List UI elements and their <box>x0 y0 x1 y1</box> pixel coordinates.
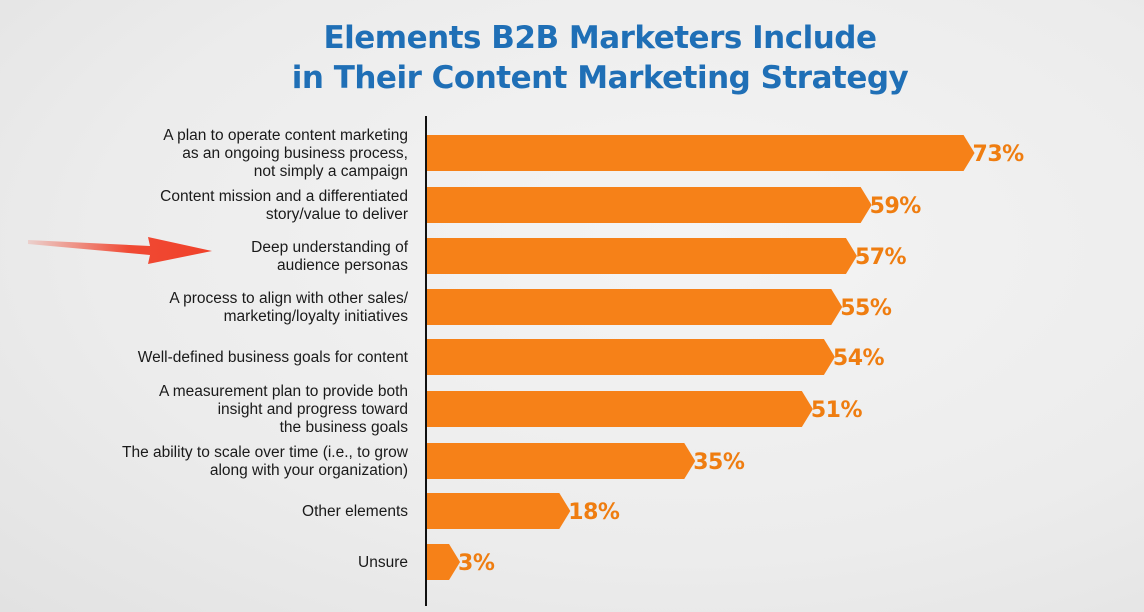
bar-8 <box>427 544 461 580</box>
category-label-6: The ability to scale over time (i.e., to… <box>122 444 409 479</box>
category-label-2-line-0: Deep understanding of <box>251 239 409 256</box>
category-label-0-line-0: A plan to operate content marketing <box>163 127 408 144</box>
chart-title-line-2: in Their Content Marketing Strategy <box>291 60 909 96</box>
category-label-3-line-0: A process to align with other sales/ <box>169 290 408 307</box>
category-label-6-line-0: The ability to scale over time (i.e., to… <box>122 444 409 461</box>
bar-4 <box>427 339 835 375</box>
value-label-2: 57% <box>855 245 907 270</box>
value-label-3: 55% <box>840 296 892 321</box>
category-label-8-line-0: Unsure <box>358 554 408 571</box>
category-label-4-line-0: Well-defined business goals for content <box>138 349 409 366</box>
bar-6 <box>427 443 696 479</box>
category-label-4: Well-defined business goals for content <box>138 349 409 366</box>
value-label-0: 73% <box>973 142 1025 167</box>
category-label-5: A measurement plan to provide both insigh… <box>159 383 408 436</box>
category-label-1-line-1: story/value to deliver <box>266 206 408 223</box>
value-label-1: 59% <box>870 194 922 219</box>
bar-0 <box>427 135 975 171</box>
category-label-1: Content mission and a differentiated stor… <box>160 188 408 223</box>
category-label-0-line-1: as an ongoing business process, <box>182 145 408 162</box>
bar-3 <box>427 289 843 325</box>
category-label-3-line-1: marketing/loyalty initiatives <box>224 308 409 325</box>
category-label-1-line-0: Content mission and a differentiated <box>160 188 408 205</box>
bar-5 <box>427 391 813 427</box>
category-label-2: Deep understanding of audience personas <box>251 239 409 274</box>
category-label-6-line-1: along with your organization) <box>210 462 408 479</box>
category-label-5-line-1: insight and progress toward <box>218 401 408 418</box>
category-label-5-line-0: A measurement plan to provide both <box>159 383 408 400</box>
chart-title: Elements B2B Marketers Include in Their … <box>200 18 1000 98</box>
bar-7 <box>427 493 571 529</box>
category-label-0: A plan to operate content marketing as an… <box>163 127 408 180</box>
value-label-8: 3% <box>458 551 495 576</box>
value-label-4: 54% <box>833 346 885 371</box>
value-label-7: 18% <box>568 500 620 525</box>
category-label-2-line-1: audience personas <box>277 257 408 274</box>
category-label-5-line-2: the business goals <box>280 419 409 436</box>
category-label-7: Other elements <box>302 503 408 520</box>
category-label-3: A process to align with other sales/mark… <box>169 290 408 325</box>
category-label-8: Unsure <box>358 554 408 571</box>
category-label-0-line-2: not simply a campaign <box>254 163 408 180</box>
value-label-5: 51% <box>811 398 863 423</box>
red-arrow-icon <box>28 237 212 264</box>
chart-title-line-1: Elements B2B Marketers Include <box>323 20 877 56</box>
bar-2 <box>427 238 857 274</box>
category-label-7-line-0: Other elements <box>302 503 408 520</box>
bar-1 <box>427 187 872 223</box>
value-label-6: 35% <box>693 450 745 475</box>
